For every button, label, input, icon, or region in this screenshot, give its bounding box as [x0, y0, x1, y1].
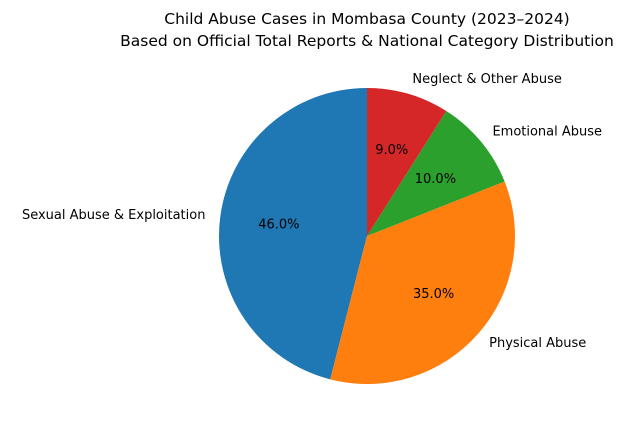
- chart-title-line-2: Based on Official Total Reports & Nation…: [120, 32, 614, 50]
- pie-slice-physical-abuse: [330, 181, 516, 384]
- slice-percent-physical-abuse: 35.0%: [413, 287, 454, 302]
- slice-percent-sexual-abuse-and-exploitation: 46.0%: [258, 217, 299, 232]
- slice-label-physical-abuse: Physical Abuse: [489, 336, 586, 351]
- pie-slice-neglect-and-other-abuse: [367, 88, 447, 236]
- pie-slice-sexual-abuse-and-exploitation: [218, 88, 367, 380]
- pie-labels: Sexual Abuse & Exploitation 46.0% Physical…: [22, 72, 602, 351]
- slice-percent-neglect-and-other-abuse: 9.0%: [375, 143, 408, 158]
- chart-title-line-1: Child Abuse Cases in Mombasa County (202…: [164, 10, 569, 28]
- slice-label-neglect-and-other-abuse: Neglect & Other Abuse: [412, 72, 561, 87]
- slice-percent-emotional-abuse: 10.0%: [415, 172, 456, 187]
- slice-label-sexual-abuse-and-exploitation: Sexual Abuse & Exploitation: [22, 208, 206, 223]
- pie-slice-emotional-abuse: [367, 111, 505, 236]
- slice-label-emotional-abuse: Emotional Abuse: [492, 125, 602, 140]
- pie-slices: [218, 88, 516, 384]
